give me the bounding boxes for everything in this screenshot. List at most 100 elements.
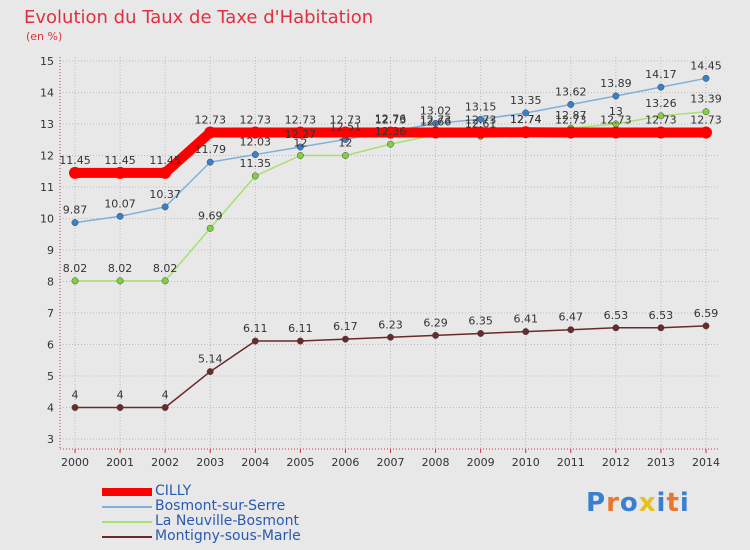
legend-label-montigny: Montigny-sous-Marle [155,528,301,544]
point-neuville [341,152,349,159]
data-label-neuville: 11.35 [240,157,272,170]
point-neuville [71,277,79,285]
x-tick-label: 2011 [557,456,585,469]
point-cilly [339,126,352,139]
point-bosmont [206,158,214,166]
data-label-bosmont: 10.07 [104,197,136,210]
data-label-bosmont: 13.15 [465,100,497,113]
point-cilly [204,126,217,139]
logo-letter: i [656,488,667,518]
logo-letter: o [619,488,639,518]
point-montigny [161,404,169,411]
point-montigny [612,324,620,332]
point-bosmont [567,101,575,108]
point-montigny [71,404,79,411]
point-montigny [702,322,710,330]
data-label-cilly: 12.73 [600,114,632,127]
legend-swatch-neuville [102,521,152,523]
point-montigny [387,333,394,341]
y-tick-label: 5 [47,370,54,383]
point-cilly [114,166,127,179]
data-label-montigny: 6.17 [333,320,358,333]
point-neuville [161,277,169,285]
data-label-cilly: 12.73 [420,114,452,127]
x-tick-label: 2003 [196,456,224,469]
data-label-neuville: 9.69 [198,209,223,222]
data-label-montigny: 6.23 [378,318,403,331]
point-montigny [477,330,485,337]
data-label-bosmont: 13.62 [555,85,587,98]
point-montigny [116,404,124,411]
y-tick-label: 11 [40,181,54,194]
data-label-cilly: 12.73 [690,114,722,127]
x-tick-label: 2012 [602,456,630,469]
x-tick-label: 2008 [422,456,450,469]
point-cilly [249,126,262,139]
point-montigny [432,331,440,339]
data-label-bosmont: 13.89 [600,77,632,90]
x-tick-label: 2002 [151,456,179,469]
data-label-montigny: 6.59 [694,307,719,320]
data-label-bosmont: 10.37 [149,188,181,201]
point-bosmont [522,109,530,117]
data-label-neuville: 8.02 [108,262,133,275]
y-tick-label: 4 [47,402,54,415]
data-label-bosmont: 12.51 [330,120,362,133]
data-label-neuville: 12 [293,137,307,150]
point-cilly [519,126,532,139]
data-label-montigny: 6.53 [649,309,674,322]
data-label-neuville: 12.36 [375,125,407,138]
data-label-montigny: 6.11 [288,322,313,335]
point-neuville [296,152,304,159]
chart-title: Evolution du Taux de Taxe d'Habitation [24,7,374,28]
x-tick-label: 2007 [377,456,405,469]
point-cilly [294,126,307,139]
data-label-bosmont: 12.76 [375,113,407,126]
data-label-cilly: 11.45 [149,154,181,167]
y-tick-label: 3 [47,433,54,446]
y-tick-label: 9 [47,244,54,257]
y-tick-label: 6 [47,339,54,352]
y-tick-label: 14 [40,87,54,100]
point-bosmont [702,74,710,82]
data-label-cilly: 12.73 [375,114,407,127]
data-label-montigny: 4 [162,389,169,402]
data-label-cilly: 11.45 [59,154,91,167]
data-label-cilly: 12.74 [510,113,542,126]
data-label-montigny: 6.41 [513,313,538,326]
logo-letter: P [586,488,607,518]
point-bosmont [477,115,485,123]
point-cilly [564,126,577,139]
data-label-cilly: 12.73 [465,114,497,127]
axes: 3 4 5 6 7 8 9 10 11 12 13 14 15 2000 2001 2002 2003 2004 2… [40,55,720,469]
data-label-montigny: 5.14 [198,353,223,366]
data-label-neuville: 12.74 [510,113,542,126]
data-label-bosmont: 13.35 [510,94,542,107]
data-label-bosmont: 14.45 [690,59,722,72]
data-label-montigny: 6.47 [559,311,584,324]
y-tick-label: 8 [47,276,54,289]
y-tick-label: 13 [40,118,54,131]
data-label-cilly: 11.45 [104,154,136,167]
data-label-montigny: 4 [117,389,124,402]
x-tick-label: 2010 [512,456,540,469]
x-tick-label: 2004 [241,456,269,469]
data-label-neuville: 8.02 [63,262,88,275]
proxiti-logo: Proxiti [586,488,690,518]
x-tick-label: 2005 [286,456,314,469]
point-cilly [700,126,712,139]
point-montigny [657,324,665,332]
data-labels: 11.45 11.45 11.45 12.73 12.73 12.73 12.73 12.73… [59,59,722,401]
chart-subtitle: (en %) [26,30,63,43]
legend-label-bosmont: Bosmont-sur-Serre [155,498,286,514]
data-label-cilly: 12.73 [285,114,317,127]
data-label-montigny: 4 [72,389,79,402]
point-cilly [384,126,397,139]
data-label-montigny: 6.35 [468,314,493,327]
data-label-cilly: 12.73 [645,114,677,127]
x-tick-label: 2001 [106,456,134,469]
data-label-cilly: 12.73 [194,114,226,127]
data-label-neuville: 13 [609,105,623,118]
y-tick-label: 15 [40,55,54,68]
